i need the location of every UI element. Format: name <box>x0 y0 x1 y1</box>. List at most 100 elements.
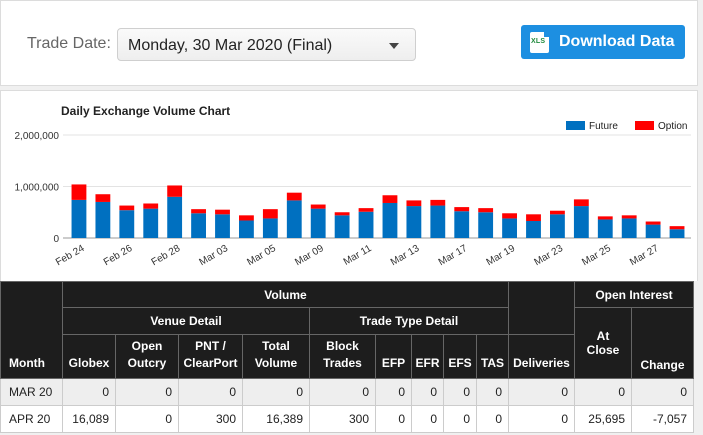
header-open-outcry: Open Outcry <box>115 334 179 379</box>
bar-option <box>167 185 183 197</box>
bar-future <box>645 224 661 238</box>
volume-table: Month Volume Open Interest Venue Detail … <box>0 281 695 433</box>
bar-future <box>239 220 254 238</box>
bar-future <box>95 201 111 238</box>
header-open-interest: Open Interest <box>573 281 695 308</box>
bar-option <box>239 215 254 221</box>
cell-efr: 0 <box>411 378 444 406</box>
table-row: APR 20 16,089 0 300 16,389 300 0 0 0 0 0… <box>0 405 695 433</box>
bar-option <box>454 207 470 212</box>
table-row: MAR 20 0 0 0 0 0 0 0 0 0 0 0 0 <box>0 378 695 406</box>
cell-efp: 0 <box>375 378 412 406</box>
x-tick-label: Mar 23 <box>532 243 565 268</box>
x-tick-label: Mar 09 <box>293 243 326 268</box>
xls-icon-text: XLS <box>531 38 546 45</box>
bar-future <box>406 206 422 238</box>
bar-future <box>71 199 87 238</box>
bar-option <box>526 214 541 222</box>
bar-option <box>502 213 517 219</box>
cell-efs: 0 <box>443 378 477 406</box>
bar-future <box>573 206 589 238</box>
cell-open-outcry: 0 <box>115 378 179 406</box>
header-pnt-clearport: PNT / ClearPort <box>178 334 243 379</box>
bar-option <box>430 199 446 206</box>
cell-globex: 0 <box>62 378 116 406</box>
cell-pnt: 0 <box>178 378 243 406</box>
cell-change: -7,057 <box>630 405 695 433</box>
bar-option <box>310 204 326 209</box>
cell-month: APR 20 <box>0 405 63 433</box>
bar-option <box>382 195 398 203</box>
bar-future <box>215 214 230 238</box>
cell-change: 0 <box>630 378 695 406</box>
bar-future <box>597 219 613 238</box>
header-at-close: At Close <box>574 307 632 379</box>
x-tick-label: Mar 05 <box>245 243 278 268</box>
bar-future <box>454 211 470 238</box>
bar-option <box>597 216 613 220</box>
header-deliveries-spacer <box>508 281 575 335</box>
cell-at-close: 0 <box>574 378 632 406</box>
cell-efp: 0 <box>375 405 412 433</box>
bar-future <box>526 221 541 238</box>
bar-future <box>286 200 302 238</box>
trade-date-selected-value: Monday, 30 Mar 2020 (Final) <box>128 37 333 54</box>
bar-option <box>669 226 685 230</box>
bar-future <box>502 218 517 238</box>
bar-future <box>430 205 446 238</box>
cell-total-volume: 0 <box>242 378 310 406</box>
header-tas: TAS <box>476 334 509 379</box>
header-trade-type-detail: Trade Type Detail <box>309 307 509 335</box>
bar-option <box>215 209 230 215</box>
cell-at-close: 25,695 <box>574 405 632 433</box>
excel-xls-icon: XLS <box>530 32 549 53</box>
bar-future <box>358 211 374 238</box>
cell-pnt: 300 <box>178 405 243 433</box>
download-data-label: Download Data <box>559 33 675 50</box>
bar-option <box>550 210 565 215</box>
bar-future <box>621 218 637 238</box>
bar-future <box>143 208 159 238</box>
bar-option <box>478 208 494 213</box>
x-tick-label: Feb 24 <box>54 243 87 268</box>
chart-svg: Daily Exchange Volume Chart 2,000,000 1,00… <box>15 104 691 268</box>
header-change: Change <box>630 307 695 379</box>
bar-option <box>358 208 374 212</box>
download-data-button[interactable]: XLS Download Data <box>521 25 685 59</box>
bar-option <box>71 184 87 200</box>
legend-label: Future <box>589 121 618 132</box>
trade-date-toolbar: Trade Date: Monday, 30 Mar 2020 (Final) … <box>0 0 698 86</box>
bar-option <box>334 212 350 216</box>
header-month: Month <box>0 281 63 379</box>
bar-option <box>262 209 278 219</box>
y-tick-label: 1,000,000 <box>15 183 60 194</box>
bar-future <box>334 215 350 238</box>
bar-future <box>310 208 326 238</box>
x-tick-label: Mar 27 <box>628 243 661 268</box>
cell-deliveries: 0 <box>508 378 575 406</box>
cell-block-trades: 0 <box>309 378 376 406</box>
header-total-volume: Total Volume <box>242 334 310 379</box>
x-tick-label: Mar 11 <box>342 243 374 268</box>
cell-open-outcry: 0 <box>115 405 179 433</box>
header-deliveries: Deliveries <box>508 334 575 379</box>
header-globex: Globex <box>62 334 116 379</box>
cell-tas: 0 <box>476 378 509 406</box>
bar-future <box>191 213 206 238</box>
y-tick-label: 2,000,000 <box>15 131 60 142</box>
trade-date-label: Trade Date: <box>27 35 111 52</box>
bar-future <box>669 229 685 238</box>
bar-option <box>621 215 637 219</box>
bar-option <box>286 192 302 201</box>
y-tick-label: 0 <box>53 234 59 245</box>
trade-date-select[interactable]: Monday, 30 Mar 2020 (Final) <box>117 28 416 61</box>
bar-option <box>406 200 422 207</box>
bar-option <box>95 194 111 202</box>
cell-efr: 0 <box>411 405 444 433</box>
cell-tas: 0 <box>476 405 509 433</box>
header-efs: EFS <box>443 334 477 379</box>
bar-option <box>143 203 159 209</box>
cell-block-trades: 300 <box>309 405 376 433</box>
x-tick-label: Mar 19 <box>485 243 518 268</box>
